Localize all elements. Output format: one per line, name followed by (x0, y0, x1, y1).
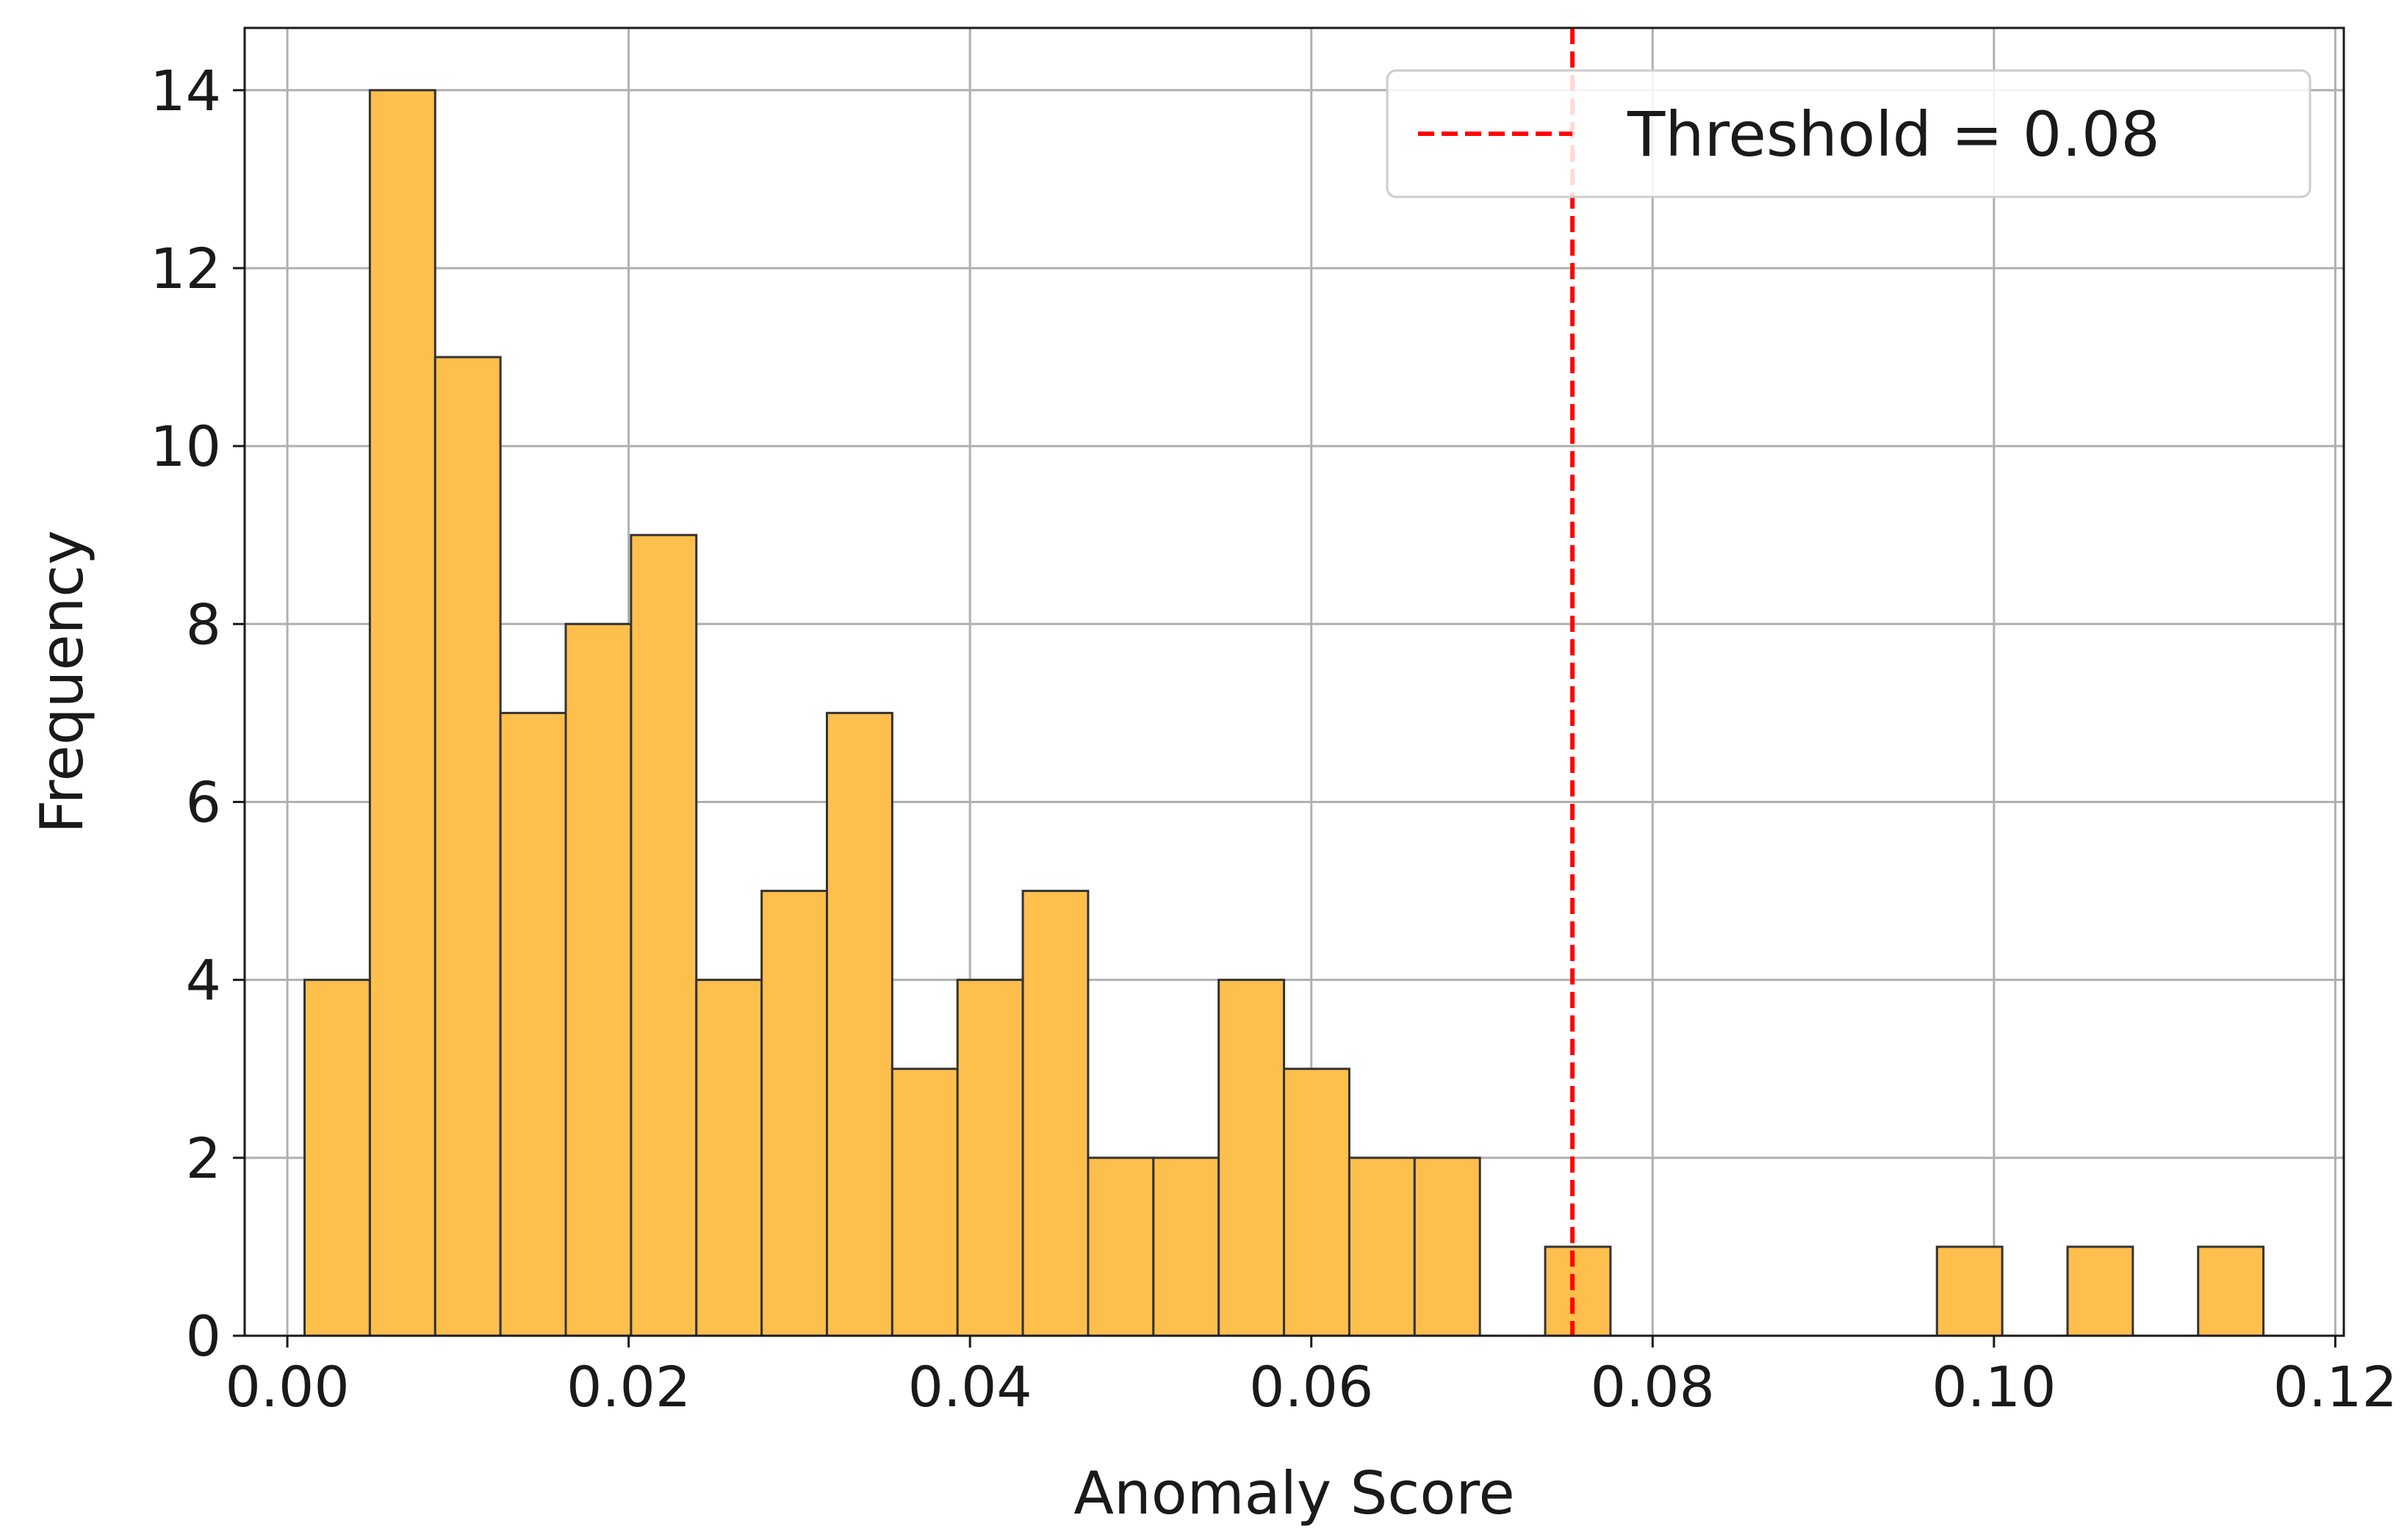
y-axis-title: Frequency (28, 530, 96, 833)
histogram-bar (1348, 1156, 1416, 1337)
histogram-bar (564, 622, 633, 1337)
histogram-bar (2197, 1245, 2265, 1337)
histogram-bar (760, 890, 828, 1337)
histogram-bar (1087, 1156, 1155, 1337)
histogram-bar (2066, 1245, 2134, 1337)
histogram-bar (499, 711, 567, 1337)
y-tick-label: 14 (150, 58, 221, 123)
x-tick-label: 0.00 (225, 1354, 349, 1420)
histogram-bar (1152, 1156, 1220, 1337)
histogram-bars (303, 89, 2265, 1337)
histogram-bar (303, 979, 371, 1337)
plot-frame (243, 26, 2345, 1337)
histogram-bar (1413, 1156, 1481, 1337)
histogram-bar (630, 533, 698, 1337)
histogram-bar (433, 356, 502, 1337)
x-axis-ticks: 0.00 0.02 0.04 0.06 0.08 0.10 0.12 (225, 1336, 2397, 1420)
x-tick-label: 0.06 (1249, 1354, 1373, 1420)
y-tick-label: 4 (186, 948, 221, 1013)
histogram-bar (1217, 979, 1286, 1337)
x-tick-label: 0.02 (566, 1354, 691, 1420)
y-axis-ticks: 0 2 4 6 8 10 12 14 (150, 58, 245, 1369)
y-tick-label: 2 (186, 1126, 221, 1191)
x-tick-label: 0.12 (2273, 1354, 2397, 1420)
histogram-bar (368, 89, 436, 1337)
histogram-bar (1544, 1245, 1612, 1337)
histogram-bar (891, 1068, 959, 1337)
histogram-bar (1935, 1245, 2004, 1337)
histogram-bar (695, 979, 763, 1337)
y-tick-label: 0 (186, 1303, 221, 1369)
histogram-bar (1283, 1068, 1350, 1337)
legend: Threshold = 0.08 (1386, 69, 2311, 198)
x-tick-label: 0.10 (1932, 1354, 2056, 1420)
x-axis-title: Anomaly Score (1073, 1459, 1514, 1528)
y-tick-label: 10 (150, 414, 221, 479)
x-tick-label: 0.04 (908, 1354, 1032, 1420)
histogram-bar (1021, 890, 1090, 1337)
y-tick-label: 8 (186, 591, 221, 657)
histogram-bar (956, 979, 1024, 1337)
y-tick-label: 6 (186, 769, 221, 835)
y-tick-label: 12 (150, 236, 221, 301)
legend-threshold-label: Threshold = 0.08 (1627, 98, 2160, 170)
x-tick-label: 0.08 (1591, 1354, 1715, 1420)
histogram-bar (825, 711, 893, 1337)
legend-box (1386, 69, 2311, 198)
